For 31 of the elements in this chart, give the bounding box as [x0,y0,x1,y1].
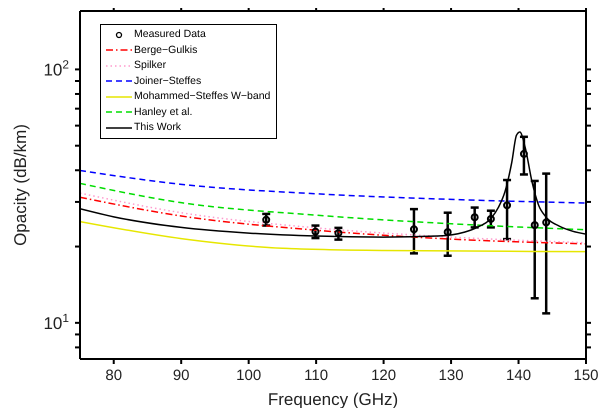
y-axis-title: Opacity (dB/km) [11,124,30,246]
point [262,216,270,224]
legend-label: Joiner−Steffes [134,74,202,88]
x-tick-label: 120 [371,367,396,384]
x-tick-label: 130 [438,367,464,384]
legend-label: Spilker [134,58,166,73]
point [503,201,512,210]
legend-label: Hanley et al. [134,104,192,120]
x-tick-label: 140 [506,367,532,384]
point [311,228,320,236]
line-series [80,170,586,204]
legend-label: This Work [134,120,182,135]
legend-label: Measured Data [134,27,206,42]
point [444,228,452,236]
line-series [80,182,586,230]
legend-label: Berge−Gulkis [134,42,198,58]
x-tick-label: 90 [172,367,190,384]
point [470,213,479,222]
x-tick-label: 100 [236,367,262,384]
y-tick-label: 10$^{2}$ [43,57,70,80]
line-series [80,220,586,252]
point [520,150,528,158]
point [410,225,418,234]
legend-label: Mohammed−Steffes W−band [134,89,270,104]
x-tick-label: 110 [304,367,328,384]
point [542,218,550,226]
point [530,221,539,230]
x-tick-label: 150 [573,367,599,384]
point [486,214,495,223]
y-tick-label: 10$^{1}$ [43,310,70,333]
x-tick-label: 80 [105,367,122,384]
